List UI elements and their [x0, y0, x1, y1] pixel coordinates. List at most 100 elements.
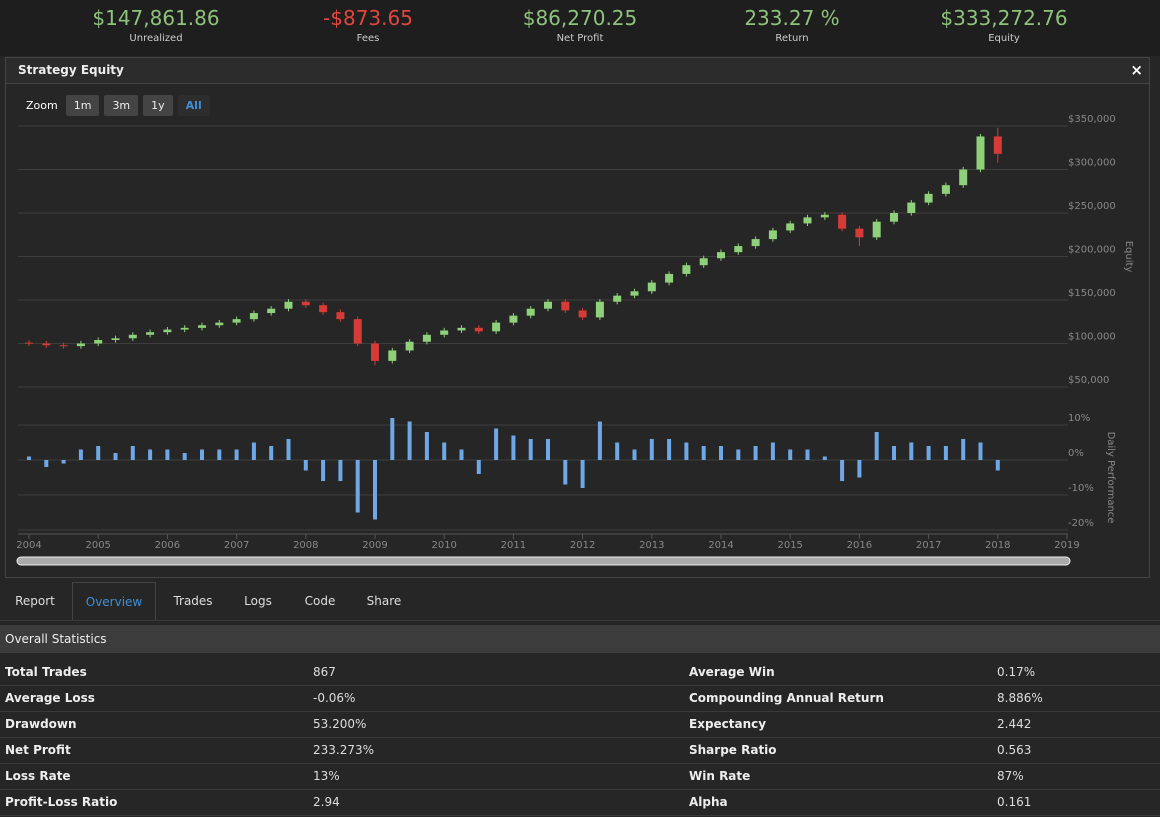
candle-body: [786, 223, 795, 231]
candle-body: [855, 228, 864, 238]
summary-stat: $333,272.76 Equity: [898, 6, 1110, 44]
y-tick-label: $150,000: [1068, 288, 1116, 299]
stat-value: 53.200%: [313, 717, 367, 731]
bar: [909, 442, 914, 460]
bar: [667, 439, 672, 460]
tab[interactable]: Logs: [244, 594, 272, 608]
summary-stat: $86,270.25 Net Profit: [474, 6, 686, 44]
bar: [442, 442, 447, 460]
x-tick-label: 2005: [85, 540, 110, 551]
stat-value: 13%: [313, 769, 340, 783]
bar: [303, 460, 308, 471]
bar: [528, 439, 533, 460]
close-button[interactable]: ×: [1130, 61, 1143, 79]
zoom-button[interactable]: 1m: [65, 95, 100, 116]
bar: [926, 446, 931, 460]
bar: [182, 453, 187, 460]
candle-body: [42, 343, 51, 346]
stat-value: 233.27 %: [744, 6, 840, 30]
candle-body: [128, 334, 137, 339]
y-tick-label: $350,000: [1068, 114, 1116, 125]
stat-value: $147,861.86: [92, 6, 220, 30]
bar: [822, 456, 827, 460]
bar: [943, 446, 948, 460]
stat-name: Alpha: [689, 795, 728, 809]
candle-body: [163, 329, 172, 333]
candle-body: [94, 340, 103, 344]
candle-body: [371, 343, 379, 361]
summary-bar: $147,861.86 Unrealized -$873.65 Fees $86,270…: [0, 0, 1160, 56]
x-tick-label: 2006: [155, 540, 180, 551]
y-tick-label: $100,000: [1068, 332, 1116, 343]
stat-label: Net Profit: [556, 33, 604, 44]
stat-value: 2.94: [313, 795, 340, 809]
tab[interactable]: Trades: [173, 594, 213, 608]
summary-stat: 233.27 % Return: [686, 6, 898, 44]
candle-body: [198, 325, 206, 328]
candle-body: [717, 252, 725, 259]
y-axis-title: Daily Performance: [1105, 432, 1116, 524]
bar: [27, 456, 31, 460]
bar: [286, 439, 291, 460]
bar: [113, 453, 118, 460]
candle-body: [492, 322, 501, 332]
bar: [338, 460, 343, 481]
candle-body: [613, 295, 622, 302]
candle-body: [457, 327, 466, 331]
bar: [355, 460, 360, 513]
summary-stat: $147,861.86 Unrealized: [50, 6, 262, 44]
zoom-label: Zoom: [26, 99, 58, 112]
candle-body: [976, 136, 985, 170]
zoom-button[interactable]: 3m: [104, 95, 139, 116]
bar: [753, 446, 758, 460]
tab[interactable]: Share: [366, 594, 402, 608]
bar: [234, 449, 239, 460]
x-tick-label: 2007: [224, 540, 249, 551]
candle-body: [751, 239, 760, 247]
candle-body: [422, 334, 431, 342]
bar: [390, 418, 395, 460]
tab[interactable]: Overview: [72, 582, 156, 620]
candle-body: [561, 301, 570, 311]
bar: [770, 442, 775, 460]
candle-body: [734, 246, 743, 253]
bar: [78, 449, 83, 460]
candle-body: [215, 322, 224, 326]
bar: [44, 460, 49, 467]
stat-value: 0.563: [997, 743, 1032, 757]
tab[interactable]: Report: [15, 594, 55, 608]
bar: [805, 449, 810, 460]
x-tick-label: 2014: [708, 540, 733, 551]
bar: [459, 449, 464, 460]
bar: [857, 460, 862, 478]
bar: [96, 446, 101, 460]
bar: [546, 439, 550, 460]
candle-body: [595, 301, 604, 318]
zoom-button[interactable]: 1y: [143, 95, 173, 116]
candle-body: [699, 258, 708, 266]
bar: [649, 439, 654, 460]
statistics-title: Overall Statistics: [5, 632, 107, 646]
bar: [684, 442, 689, 460]
candle-body: [820, 214, 829, 218]
tab[interactable]: Code: [304, 594, 336, 608]
stat-value: 0.161: [997, 795, 1032, 809]
candle-body: [388, 350, 397, 361]
stat-name: Average Loss: [5, 691, 95, 705]
statistics-row: Average Loss -0.06% Compounding Annual Ret…: [0, 685, 1160, 712]
bar: [424, 432, 429, 460]
zoom-bar: Zoom 1m 3m 1y All: [26, 95, 210, 116]
candle-body: [768, 230, 777, 240]
candle-body: [301, 301, 310, 306]
stat-value: 8.886%: [997, 691, 1043, 705]
y-tick-label: 10%: [1068, 413, 1090, 424]
x-tick-label: 2011: [501, 540, 526, 551]
zoom-button[interactable]: All: [177, 95, 210, 116]
candle-body: [890, 213, 898, 222]
stat-label: Unrealized: [129, 33, 183, 44]
candle-body: [682, 265, 691, 274]
stat-value: 2.442: [997, 717, 1032, 731]
y-tick-label: 0%: [1068, 448, 1084, 459]
stat-value: 233.273%: [313, 743, 375, 757]
stat-value: -$873.65: [323, 6, 413, 30]
